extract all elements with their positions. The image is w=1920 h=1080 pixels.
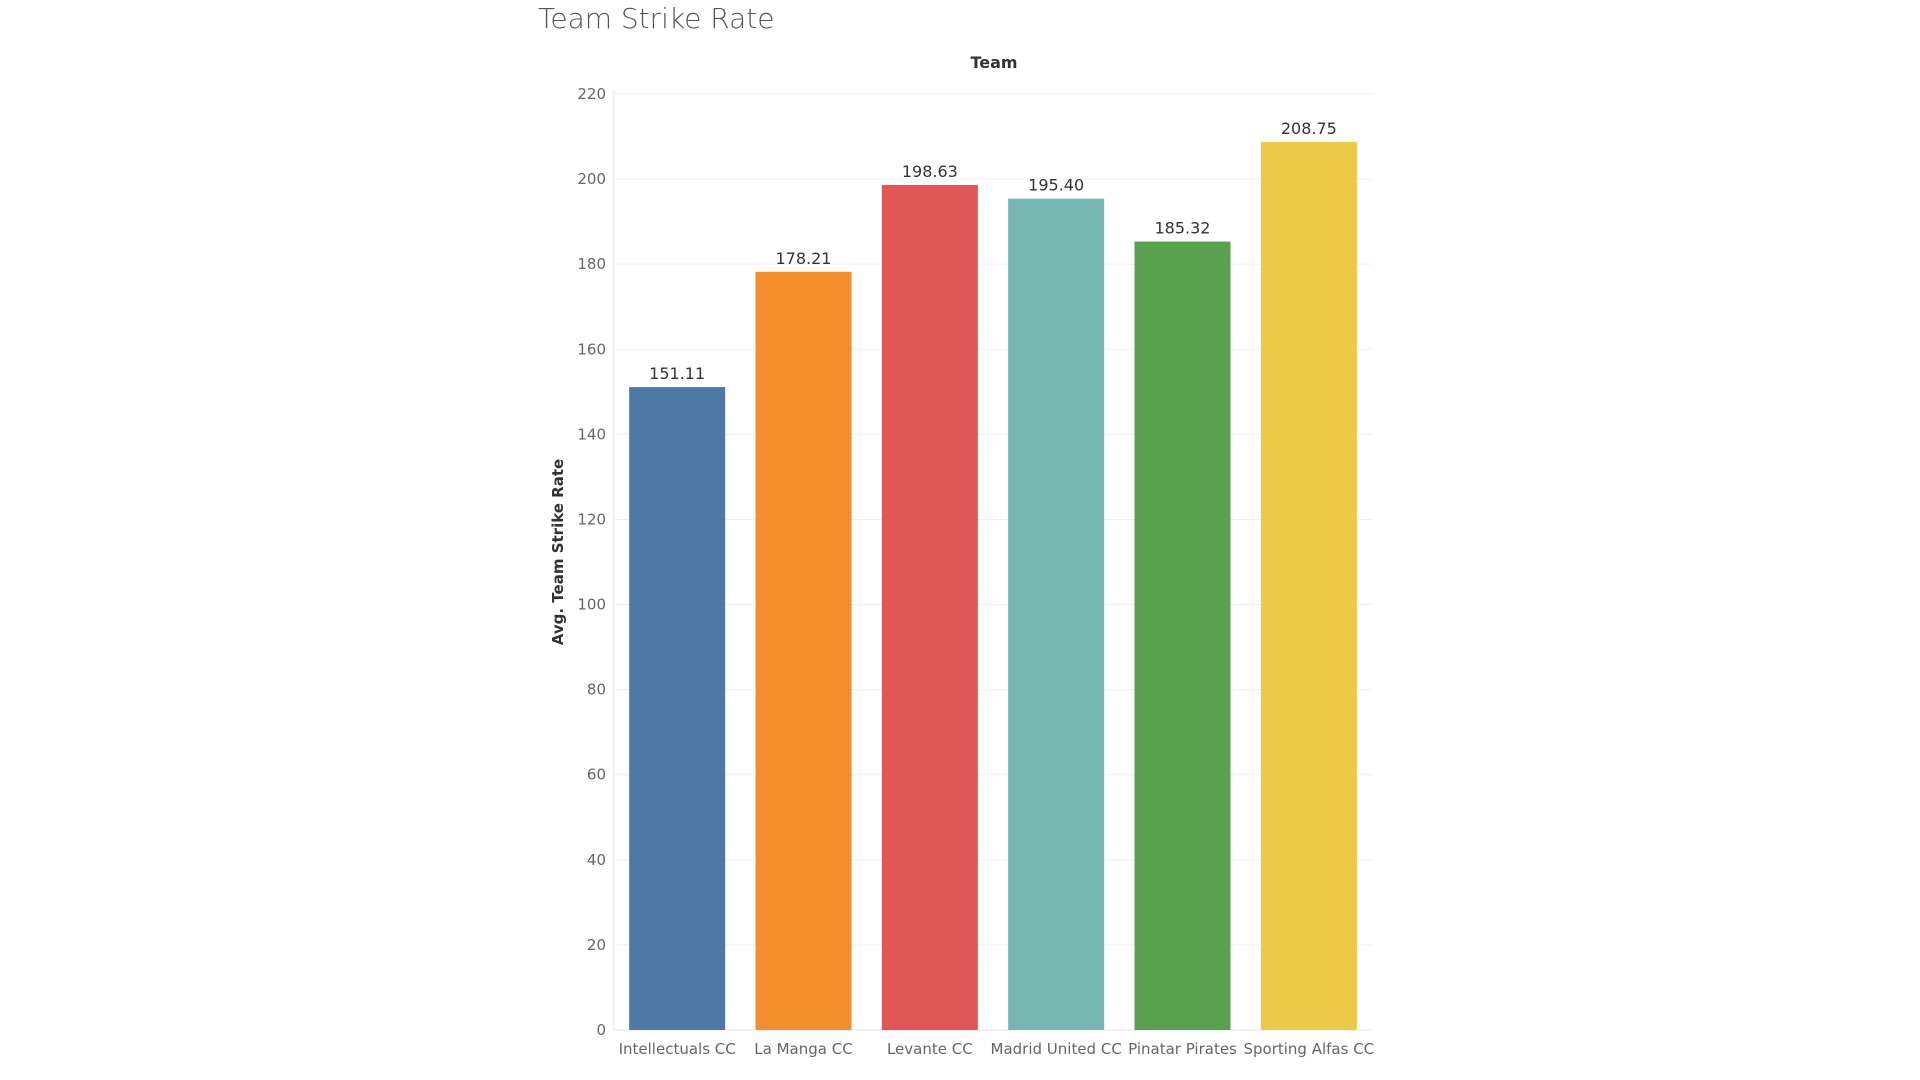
y-tick-label: 200 bbox=[577, 170, 606, 188]
x-category-label: Intellectuals CC bbox=[619, 1040, 736, 1058]
data-label: 208.75 bbox=[1281, 119, 1337, 138]
bar-intellectuals-cc[interactable] bbox=[629, 387, 726, 1030]
bar-levante-cc[interactable] bbox=[881, 184, 978, 1031]
x-category-label: Madrid United CC bbox=[991, 1040, 1122, 1058]
bar-sporting-alfas-cc[interactable] bbox=[1260, 141, 1357, 1030]
y-axis-ticks: 0 20 40 60 80 100 120 140 160 180 200 220 bbox=[577, 85, 606, 1039]
x-category-label: Levante CC bbox=[887, 1040, 973, 1058]
y-tick-label: 80 bbox=[587, 681, 606, 699]
x-category-label: Pinatar Pirates bbox=[1128, 1040, 1237, 1058]
y-tick-label: 60 bbox=[587, 766, 606, 784]
y-tick-label: 20 bbox=[587, 936, 606, 954]
data-labels: 151.11 178.21 198.63 195.40 185.32 208.75 bbox=[649, 119, 1337, 383]
x-axis-categories: Intellectuals CC La Manga CC Levante CC Mad… bbox=[619, 1040, 1375, 1058]
data-label: 198.63 bbox=[902, 162, 958, 181]
bar-la-manga-cc[interactable] bbox=[755, 271, 852, 1030]
data-label: 178.21 bbox=[776, 249, 832, 268]
y-tick-label: 140 bbox=[577, 425, 606, 443]
y-tick-label: 220 bbox=[577, 85, 606, 103]
axes bbox=[613, 90, 1372, 1031]
x-category-label: Sporting Alfas CC bbox=[1243, 1040, 1374, 1058]
y-tick-label: 0 bbox=[596, 1021, 606, 1039]
y-tick-label: 100 bbox=[577, 596, 606, 614]
chart-title: Team Strike Rate bbox=[538, 2, 775, 35]
bar-madrid-united-cc[interactable] bbox=[1008, 198, 1105, 1031]
column-header: Team bbox=[970, 53, 1017, 72]
y-axis-title: Avg. Team Strike Rate bbox=[549, 459, 567, 645]
data-label: 151.11 bbox=[649, 364, 705, 383]
y-tick-label: 40 bbox=[587, 851, 606, 869]
y-tick-label: 120 bbox=[577, 510, 606, 528]
y-tick-label: 180 bbox=[577, 255, 606, 273]
data-label: 195.40 bbox=[1028, 176, 1084, 195]
data-label: 185.32 bbox=[1155, 219, 1211, 238]
gridlines bbox=[614, 93, 1372, 1031]
y-tick-label: 160 bbox=[577, 340, 606, 358]
bars bbox=[629, 141, 1357, 1031]
x-category-label: La Manga CC bbox=[754, 1040, 852, 1058]
bar-pinatar-pirates[interactable] bbox=[1134, 241, 1231, 1031]
